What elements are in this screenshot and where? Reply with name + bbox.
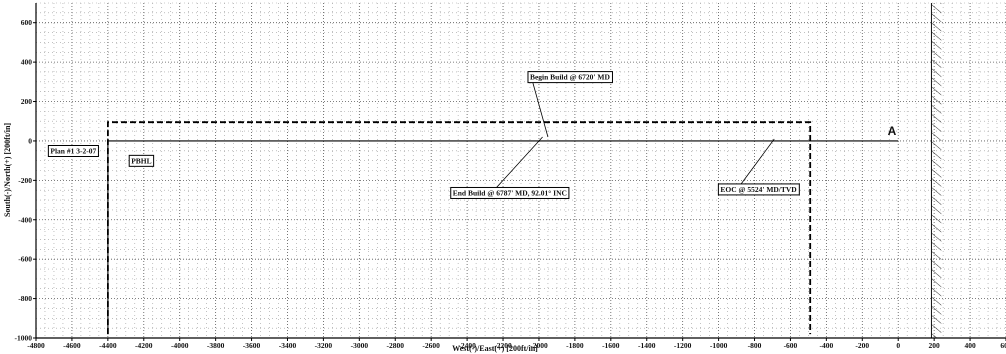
- x-tick-label: -400: [819, 341, 833, 350]
- well-path-series: [107, 121, 899, 335]
- x-tick-label: -1000: [710, 341, 728, 350]
- x-tick-label: -3400: [279, 341, 297, 350]
- x-tick-label: -200: [855, 341, 869, 350]
- annotation-eoc-5524-md-tvd-label: EOC @ 5524' MD/TVD: [720, 185, 797, 194]
- axes: -4800 -4600 -4400 -4200 -4000 -3800 -3600 -3400…: [15, 3, 1006, 350]
- x-tick-label: -4800: [27, 341, 45, 350]
- x-tick-label: -1800: [566, 341, 584, 350]
- annotation-eoc-5524-md-tvd-box: [717, 183, 800, 196]
- y-tick-label: 400: [21, 58, 33, 67]
- annotation-begin-build-6720-md-box: [527, 71, 613, 84]
- y-axis-title: South(-)/North(+) [200ft/in]: [3, 123, 12, 217]
- y-tick-label: -1000: [15, 334, 33, 343]
- x-tick-label: 600: [1000, 341, 1006, 350]
- x-tick-label: -1600: [602, 341, 620, 350]
- annotation-pbhl-label: PBHL: [131, 156, 151, 165]
- x-tick-label: 0: [896, 341, 900, 350]
- x-tick-label: -3800: [207, 341, 225, 350]
- y-tick-label: -600: [18, 255, 32, 264]
- y-tick-label: 0: [28, 136, 32, 145]
- x-tick-label: -2200: [494, 341, 512, 350]
- y-tick-label: 600: [21, 18, 33, 27]
- x-tick-label: -3200: [315, 341, 333, 350]
- y-tick-label: 200: [21, 97, 33, 106]
- hatched-band: [930, 3, 942, 338]
- y-tick-label: -200: [18, 176, 32, 185]
- x-tick-label: -2000: [530, 341, 548, 350]
- annotation-end-build-6787-md-92-01-inc-box: [450, 186, 570, 199]
- annotation-leader-line: [739, 138, 775, 186]
- x-tick-label: 400: [964, 341, 976, 350]
- dashed-boundary-line: [107, 121, 812, 335]
- x-tick-label: -3600: [243, 341, 261, 350]
- x-tick-label: -2400: [458, 341, 476, 350]
- annotation-leader-line: [493, 136, 543, 191]
- annotations: Begin Build @ 6720' MD End Build @ 6787' …: [47, 71, 897, 199]
- annotation-begin-build-6720-md-label: Begin Build @ 6720' MD: [530, 73, 610, 82]
- y-tick-label: -400: [18, 215, 32, 224]
- x-axis-title: West(-)/East(+) [200ft/in]: [452, 344, 538, 353]
- x-tick-label: 200: [929, 341, 941, 350]
- grid: [35, 2, 1006, 339]
- annotation-pbhl-box: [128, 154, 155, 167]
- annotation-plan-1-3-2-07-label: Plan #1 3-2-07: [50, 146, 96, 155]
- annotation-end-build-6787-md-92-01-inc-label: End Build @ 6787' MD, 92.01° INC: [453, 188, 567, 197]
- well-marker-a: A: [888, 124, 897, 138]
- x-tick-label: -2800: [387, 341, 405, 350]
- x-tick-label: -600: [784, 341, 798, 350]
- annotation-leader-line: [531, 78, 549, 138]
- x-tick-label: -4400: [99, 341, 117, 350]
- x-tick-label: -4200: [135, 341, 153, 350]
- x-tick-label: -800: [748, 341, 762, 350]
- x-tick-label: -4000: [171, 341, 189, 350]
- x-tick-label: -2600: [422, 341, 440, 350]
- x-tick-label: -4600: [63, 341, 81, 350]
- annotation-plan-1-3-2-07-box: [47, 144, 99, 157]
- x-tick-label: -1400: [638, 341, 656, 350]
- hatched-lease-band: [931, 3, 942, 338]
- x-tick-label: -1200: [674, 341, 692, 350]
- x-tick-label: -3000: [351, 341, 369, 350]
- y-tick-label: -800: [18, 294, 32, 303]
